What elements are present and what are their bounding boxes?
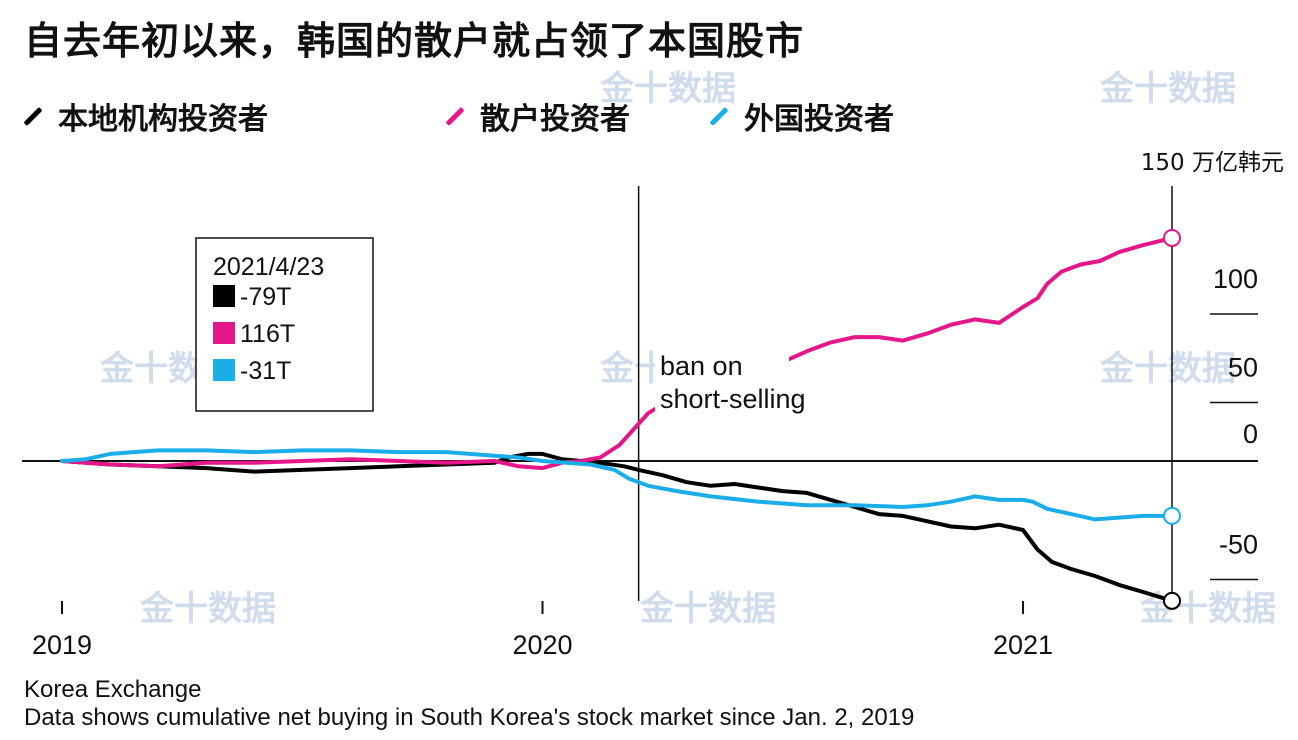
watermark-text: 金十数据 xyxy=(599,69,736,109)
value-box-swatch xyxy=(213,285,235,307)
legend-item-institutional: 本地机构投资者 xyxy=(22,96,268,137)
chart-title: 自去年初以来，韩国的散户就占领了本国股市 xyxy=(24,19,805,63)
legend-label-retail: 散户投资者 xyxy=(480,102,630,137)
end-value-box: 2021/4/23-79T 116T -31T xyxy=(195,237,374,412)
series-line-institutional xyxy=(60,451,1174,603)
annotation-backdrop xyxy=(655,350,789,420)
legend-label-foreign: 外国投资者 xyxy=(744,102,894,137)
value-box-value: -79T xyxy=(240,283,291,311)
end-marker-retail xyxy=(1163,228,1181,247)
value-box-value: 116T xyxy=(240,320,295,348)
footnote-text: Data shows cumulative net buying in Sout… xyxy=(24,704,915,731)
x-tick-label: 2021 xyxy=(993,630,1053,660)
annotation-text: ban on xyxy=(660,351,743,381)
y-tick-label: 50 xyxy=(1228,353,1258,383)
value-box-date: 2021/4/23 xyxy=(213,253,324,281)
value-box-swatch xyxy=(213,322,235,344)
annotation-text: short-selling xyxy=(660,384,806,414)
legend-label-institutional: 本地机构投资者 xyxy=(58,102,268,137)
watermark-text: 金十数据 xyxy=(1099,69,1236,109)
legend-item-retail: 散户投资者 xyxy=(444,96,630,137)
watermark-text: 金十数据 xyxy=(139,589,276,629)
end-marker-foreign xyxy=(1163,506,1181,525)
series-line-foreign xyxy=(60,448,1174,522)
axes: 100 50 0 -50 150 万亿韩元 2019 2020 2021 xyxy=(22,150,1284,660)
source-text: Korea Exchange xyxy=(24,676,202,703)
y-tick-label: -50 xyxy=(1219,530,1258,560)
legend-item-foreign: 外国投资者 xyxy=(708,96,894,137)
watermark-text: 金十数据 xyxy=(1099,349,1236,389)
x-tick-label: 2019 xyxy=(32,630,92,660)
end-marker-institutional xyxy=(1163,591,1181,610)
y-unit-label: 150 万亿韩元 xyxy=(1141,150,1284,176)
y-tick-label: 100 xyxy=(1213,264,1258,294)
value-box-swatch xyxy=(213,359,235,381)
value-box-value: -31T xyxy=(240,357,291,385)
x-tick-label: 2020 xyxy=(512,630,572,660)
y-tick-label: 0 xyxy=(1243,419,1258,449)
watermark-text: 金十数据 xyxy=(639,589,776,629)
